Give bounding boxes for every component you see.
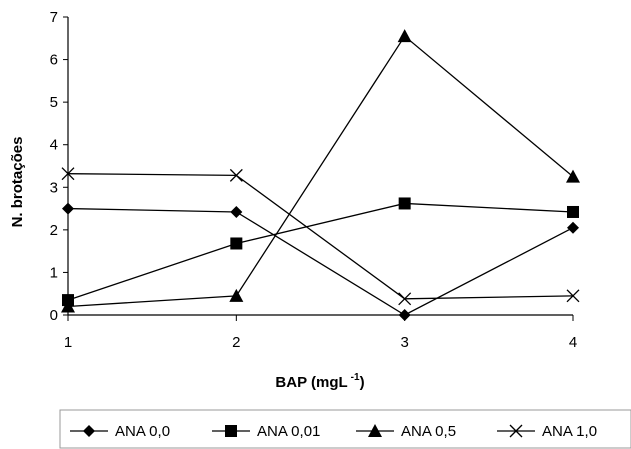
legend-label: ANA 1,0: [542, 423, 597, 440]
legend-item: ANA 0,01: [212, 423, 320, 440]
data-point: [229, 288, 244, 302]
data-point: [230, 205, 243, 218]
y-tick-label: 1: [50, 264, 58, 281]
y-tick-label: 2: [50, 222, 58, 239]
y-tick-label: 3: [50, 179, 58, 196]
x-axis-title-suffix: ): [360, 374, 365, 391]
y-tick-label: 5: [50, 94, 58, 111]
data-point: [397, 29, 412, 43]
data-point: [229, 168, 243, 182]
legend-item: ANA 1,0: [497, 423, 597, 440]
y-axis: 0 1 2 3 4 5 6 7: [50, 9, 69, 324]
legend-item: ANA 0,5: [356, 423, 456, 440]
series-3: [61, 29, 580, 313]
data-point: [566, 169, 580, 183]
data-point: [566, 289, 580, 303]
data-point: [567, 221, 579, 234]
y-tick-label: 6: [50, 52, 58, 69]
legend-marker: [368, 424, 382, 437]
series-line: [67, 207, 574, 316]
x-tick-label: 2: [232, 334, 240, 351]
x-tick-label: 1: [64, 334, 72, 351]
legend: ANA 0,0 ANA 0,01 ANA 0,5 ANA 1,0: [59, 409, 631, 449]
legend-marker: [83, 425, 95, 437]
legend-label: ANA 0,5: [401, 423, 456, 440]
series-4: [61, 167, 580, 306]
legend-box: [59, 409, 631, 449]
legend-marker: [225, 425, 237, 437]
legend-label: ANA 0,0: [115, 423, 170, 440]
y-tick-label: 7: [50, 9, 58, 26]
series-2: [62, 197, 579, 307]
y-tick-label: 4: [50, 137, 58, 154]
data-point: [230, 237, 243, 250]
y-tick-label: 0: [50, 307, 58, 324]
legend-label: ANA 0,01: [257, 423, 320, 440]
series-line: [67, 35, 574, 308]
series-1: [62, 202, 579, 321]
data-point: [398, 292, 412, 306]
plot-area: [61, 29, 580, 321]
y-axis-title: N. brotações: [9, 137, 26, 228]
x-axis: 1 2 3 4: [64, 314, 577, 351]
x-axis-title-main: BAP (mgL: [275, 374, 347, 391]
legend-item: ANA 0,0: [70, 423, 170, 440]
series-line: [67, 173, 574, 300]
data-point: [567, 205, 579, 218]
legend-marker: [509, 424, 523, 438]
x-tick-label: 3: [400, 334, 408, 351]
data-point: [398, 197, 411, 210]
x-tick-label: 4: [569, 334, 577, 351]
series-line: [67, 202, 574, 301]
x-axis-title: BAP (mgL -1): [275, 372, 364, 391]
x-axis-title-superscript: -1: [351, 372, 360, 383]
